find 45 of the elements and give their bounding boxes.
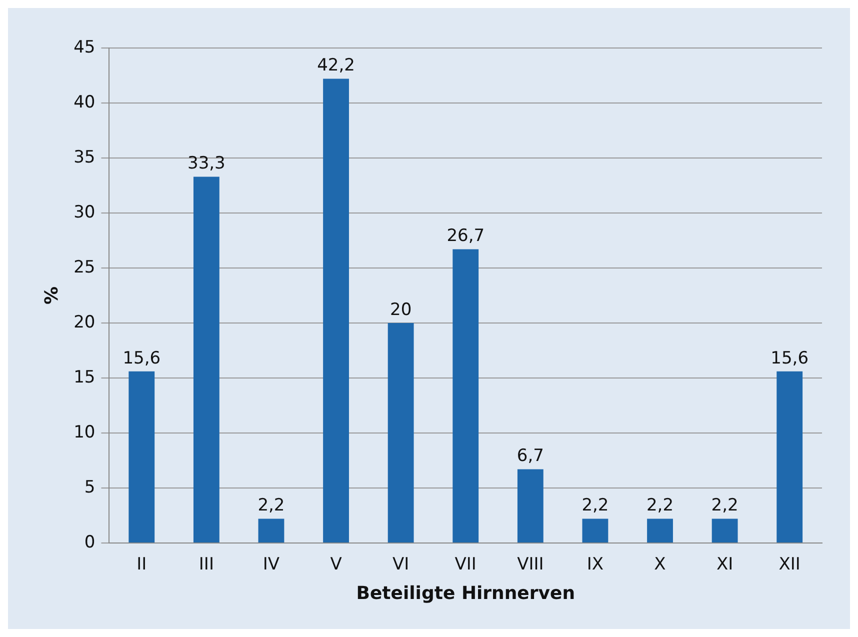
data-label: 33,3	[188, 154, 226, 174]
x-tick-label: XII	[778, 554, 800, 575]
y-tick-label: 5	[84, 477, 96, 498]
y-tick-label: 40	[74, 92, 96, 112]
data-label: 15,6	[122, 348, 161, 368]
bar	[388, 323, 414, 542]
x-tick-label: VII	[454, 554, 476, 575]
y-tick-label: 30	[74, 202, 96, 222]
y-tick-label: 35	[74, 147, 96, 168]
x-tick-label: V	[330, 554, 342, 575]
data-label: 2,2	[258, 496, 285, 516]
y-axis-title: %	[41, 286, 62, 305]
bar	[712, 518, 738, 542]
bar	[776, 371, 803, 542]
bar	[582, 518, 608, 542]
x-tick-label: VI	[392, 554, 410, 575]
bar	[258, 518, 284, 542]
x-tick-label: III	[198, 554, 214, 575]
x-tick-label: X	[654, 554, 666, 575]
x-axis-title: Beteiligte Hirnnerven	[356, 582, 576, 604]
bar	[193, 176, 220, 542]
y-tick-label: 45	[74, 37, 96, 58]
x-tick-label: VIII	[517, 554, 544, 575]
x-tick-label: XI	[716, 554, 734, 575]
y-tick-label: 10	[74, 422, 96, 442]
bar	[647, 518, 673, 542]
x-tick-label: II	[136, 554, 147, 575]
bar	[517, 469, 544, 542]
data-label: 20	[390, 300, 412, 320]
data-label: 2,2	[646, 496, 674, 516]
y-tick-label: 15	[74, 367, 96, 388]
y-tick-label: 0	[84, 532, 96, 552]
bar	[452, 249, 479, 542]
data-label: 2,2	[711, 496, 738, 516]
x-tick-label: IX	[586, 554, 604, 575]
data-label: 26,7	[446, 226, 485, 246]
bar	[323, 78, 349, 542]
bar	[128, 371, 155, 542]
data-label: 15,6	[770, 348, 809, 368]
x-tick-label: IV	[262, 554, 280, 575]
data-label: 2,2	[582, 496, 609, 516]
y-tick-label: 20	[74, 312, 96, 332]
data-label: 6,7	[516, 446, 544, 466]
y-tick-label: 25	[74, 257, 96, 278]
data-label: 42,2	[317, 56, 355, 76]
